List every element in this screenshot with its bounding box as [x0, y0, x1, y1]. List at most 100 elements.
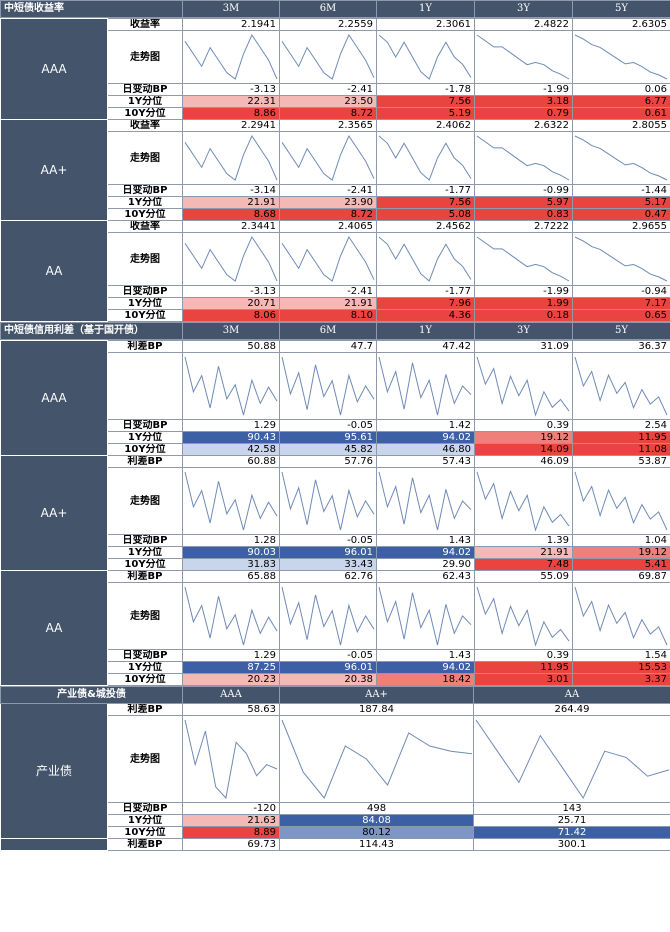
trend-chart [281, 134, 375, 181]
value-cell: 1.99 [474, 297, 573, 310]
trend-chart-cell [279, 131, 377, 185]
group-rate-row: AAA 利差BP 50.88 47.7 47.42 31.09 36.37 [0, 340, 670, 456]
row-label: 走势图 [107, 582, 183, 650]
value-cell: 7.17 [572, 297, 670, 310]
row-label: 利差BP [107, 570, 183, 583]
trend-chart [281, 235, 375, 282]
value-cell: 2.3441 [182, 220, 280, 233]
trend-chart [184, 356, 278, 416]
value-cell: 7.56 [376, 95, 475, 108]
industry-header-row: 产业债&城投债 AAA AA+ AA [0, 686, 670, 704]
value-cell: 33.43 [279, 558, 377, 571]
value-cell: 2.6305 [572, 18, 670, 31]
row-label: 收益率 [107, 18, 183, 31]
value-cell: 96.01 [279, 661, 377, 674]
value-cell: 7.56 [376, 196, 475, 209]
value-cell: 1.43 [376, 649, 475, 662]
value-cell: 1.29 [182, 419, 280, 432]
group-trend-row [1, 352, 670, 420]
trend-chart [378, 471, 472, 531]
group-label: AA+ [0, 455, 108, 571]
group-p10-row: 10Y分位 8.86 8.72 5.19 0.79 0.61 [1, 107, 670, 120]
group-label: AA+ [0, 119, 108, 221]
trend-chart-cell [376, 467, 475, 535]
value-cell: -1.77 [376, 184, 475, 197]
value-cell: 29.90 [376, 558, 475, 571]
trend-line [476, 586, 570, 647]
trend-line [476, 356, 570, 417]
value-cell: 58.63 [182, 703, 281, 716]
industry-table: 产业债&城投债 AAA AA+ AA 产业债 利差BP 58.63 187.84… [0, 686, 670, 851]
trend-chart-cell [182, 352, 280, 420]
group-p10-row: 10Y分位 8.06 8.10 4.36 0.18 0.65 [1, 309, 670, 322]
trend-chart-cell [376, 30, 475, 84]
row-label: 走势图 [107, 30, 183, 84]
value-cell: 7.48 [474, 558, 573, 571]
value-cell: 4.36 [376, 309, 475, 322]
trend-line [574, 356, 668, 416]
value-cell: 1.54 [572, 649, 670, 662]
trend-chart-cell [182, 467, 280, 535]
trend-chart [184, 719, 278, 800]
value-cell: 2.7222 [474, 220, 573, 233]
group-p1-row: 1Y分位 90.03 96.01 94.02 21.91 19.12 [1, 546, 670, 559]
value-cell: 2.9655 [572, 220, 670, 233]
group-rate-row: AA+ 利差BP 60.88 57.76 57.43 46.09 53.87 [0, 455, 670, 571]
value-cell: 11.95 [474, 661, 573, 674]
trend-chart [476, 586, 570, 647]
trend-chart [574, 34, 668, 80]
value-cell: 2.3565 [279, 119, 377, 132]
trend-chart-cell [474, 467, 573, 535]
value-cell: 46.09 [474, 455, 573, 468]
trend-line [476, 236, 570, 282]
value-cell: 31.09 [474, 340, 573, 353]
value-cell: 57.76 [279, 455, 377, 468]
value-cell: 8.72 [279, 107, 377, 120]
value-cell: -3.14 [182, 184, 280, 197]
value-cell: 94.02 [376, 431, 475, 444]
value-cell: 94.02 [376, 546, 475, 559]
value-cell: 0.06 [572, 83, 670, 96]
row-label: 收益率 [107, 220, 183, 233]
trend-line [378, 236, 472, 282]
trend-chart [475, 719, 670, 800]
group-rate-row: AA+ 收益率 2.2941 2.3565 2.4062 2.6322 2.8055 [0, 119, 670, 221]
trend-line [281, 356, 375, 416]
value-cell: 6.77 [572, 95, 670, 108]
col-header: AAA [182, 686, 281, 704]
value-cell: 21.91 [182, 196, 280, 209]
group-label [0, 838, 108, 851]
trend-chart [476, 471, 570, 532]
row-label: 日变动BP [107, 649, 183, 662]
value-cell: 65.88 [182, 570, 280, 583]
value-cell: -1.99 [474, 285, 573, 298]
row-label: 1Y分位 [107, 431, 183, 444]
trend-line [281, 471, 375, 531]
value-cell: 20.38 [279, 673, 377, 686]
value-cell: 47.7 [279, 340, 377, 353]
value-cell: 21.91 [279, 297, 377, 310]
trend-line [475, 719, 670, 800]
value-cell: 1.04 [572, 534, 670, 547]
value-cell: 22.31 [182, 95, 280, 108]
value-cell: 2.4065 [279, 220, 377, 233]
value-cell: 94.02 [376, 661, 475, 674]
value-cell: 0.61 [572, 107, 670, 120]
value-cell: 264.49 [473, 703, 670, 716]
trend-chart [378, 34, 472, 80]
value-cell: 46.80 [376, 443, 475, 456]
trend-chart-cell [279, 467, 377, 535]
trend-line [378, 356, 472, 416]
trend-chart-cell [572, 352, 670, 420]
value-cell: 45.82 [279, 443, 377, 456]
value-cell: -1.99 [474, 83, 573, 96]
value-cell: 8.68 [182, 208, 280, 221]
value-cell: 21.63 [182, 814, 281, 827]
trend-chart [378, 236, 472, 282]
value-cell: 2.3061 [376, 18, 475, 31]
trend-line [476, 135, 570, 181]
value-cell: 0.83 [474, 208, 573, 221]
trend-line [281, 586, 375, 646]
trend-chart [281, 356, 375, 416]
row-label: 10Y分位 [106, 826, 184, 839]
